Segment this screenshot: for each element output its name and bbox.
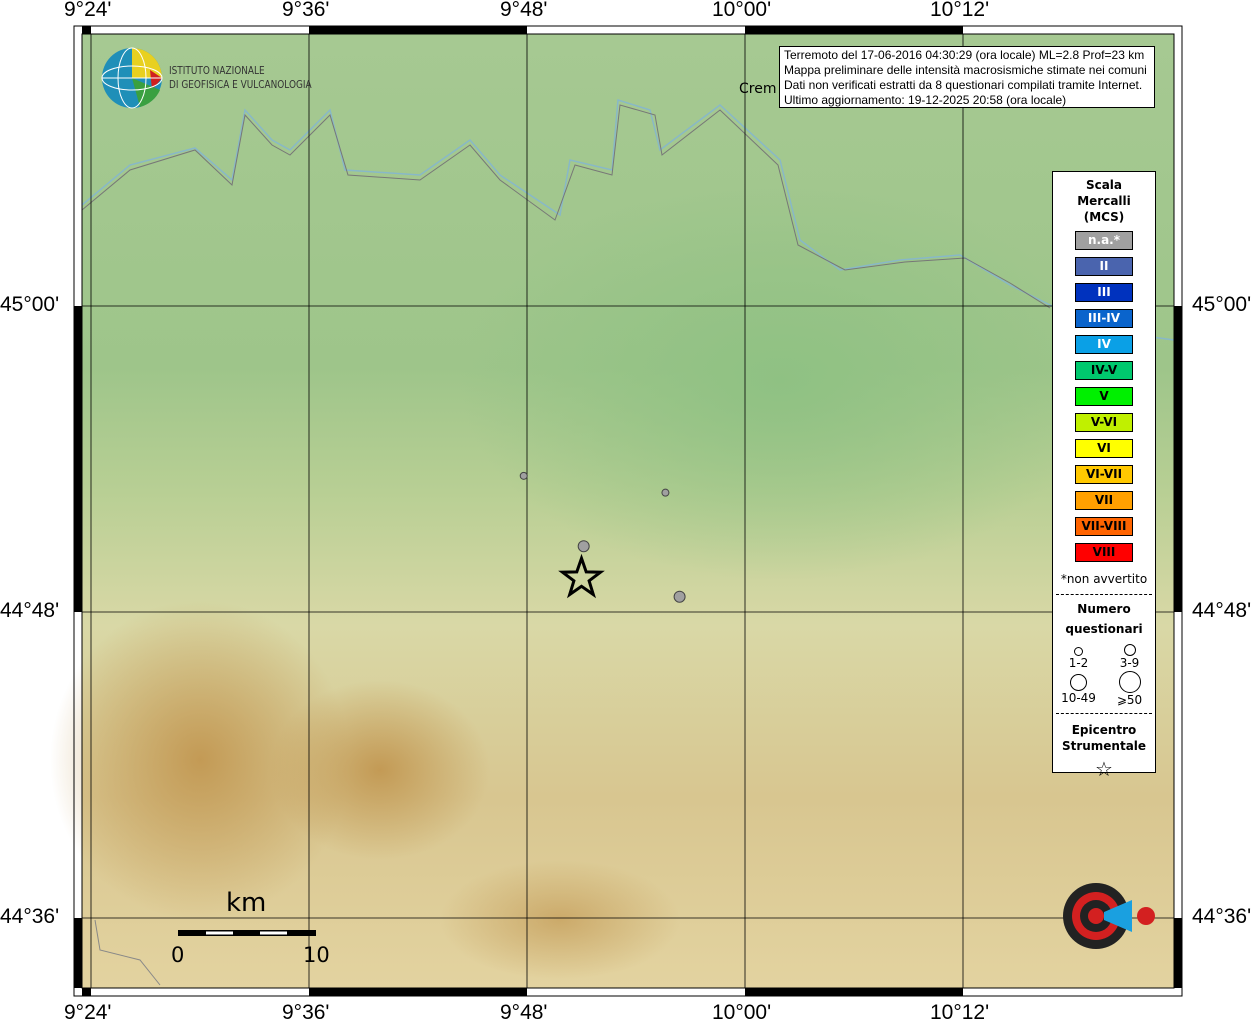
scalebar-unit: km (226, 888, 267, 918)
intensity-scale: n.a.* II III III-IV IV IV-V V V-VI VI VI-VII VII VI… (1053, 231, 1155, 562)
scale-item: VI-VII (1075, 465, 1133, 484)
relief (270, 680, 490, 860)
legend-note: *non avvertito (1060, 572, 1148, 586)
questionnaires-title: Numero questionari (1053, 599, 1155, 639)
ingv-name-line: ISTITUTO NAZIONALE (169, 65, 265, 77)
scale-item: VII (1075, 491, 1133, 510)
lon-tick-bottom: 10°00' (712, 1001, 772, 1024)
observation-point[interactable] (661, 488, 670, 497)
scalebar-end: 10 (303, 943, 330, 967)
map-description: Mappa preliminare delle intensità macros… (784, 63, 1147, 77)
scale-item: VIII (1075, 543, 1133, 562)
relief (50, 600, 350, 920)
data-note: Dati non verificati estratti da 8 questi… (784, 78, 1143, 92)
legend-title: Scala Mercalli (MCS) (1053, 177, 1155, 225)
legend-title-line: (MCS) (1083, 210, 1125, 224)
lon-tick-bottom: 10°12' (930, 1001, 990, 1024)
lat-tick-right: 44°48' (1192, 599, 1252, 622)
scale-item: V-VI (1075, 413, 1133, 432)
lat-tick-right: 44°36' (1192, 905, 1252, 928)
river-po (81, 99, 1175, 341)
size-label: 3-9 (1119, 656, 1140, 670)
lon-tick-top: 9°36' (282, 0, 330, 21)
observations-layer (519, 471, 686, 603)
haisentito-logo (1063, 883, 1155, 949)
questionnaire-sizes: 1-2 3-9 10-49 ⩾50 (1053, 643, 1155, 707)
city-label: Crem (739, 81, 777, 97)
epicenter-star[interactable] (558, 553, 605, 599)
last-update: Ultimo aggiornamento: 19-12-2025 20:58 (… (784, 93, 1067, 107)
ingv-logo-text: ISTITUTO NAZIONALE DI GEOFISICA E VULCAN… (169, 64, 312, 92)
size-label: ⩾50 (1116, 693, 1143, 707)
map-frame (73, 25, 1183, 997)
legend-title-line: Scala (1085, 178, 1123, 192)
size-circle-icon (1118, 671, 1141, 693)
size-label: 1-2 (1068, 656, 1089, 670)
plain-area (460, 180, 1100, 580)
epicenter-title: Epicentro Strumentale (1053, 722, 1155, 754)
divider (1056, 713, 1152, 714)
size-circle-icon (1070, 674, 1087, 691)
event-info-box: Terremoto del 17-06-2016 04:30:29 (ora l… (779, 46, 1155, 108)
lon-tick-bottom: 9°48' (500, 1001, 548, 1024)
size-circle-icon (1123, 644, 1136, 656)
lat-tick-right: 45°00' (1192, 293, 1252, 316)
observation-point[interactable] (577, 540, 590, 553)
legend-title-line: Epicentro (1071, 723, 1137, 737)
legend-title-line: Mercalli (1077, 194, 1131, 208)
scale-item: II (1075, 257, 1133, 276)
size-circle-icon (1074, 647, 1083, 656)
scale-item: VII-VIII (1075, 517, 1133, 536)
scale-item: n.a.* (1075, 231, 1133, 250)
lon-tick-top: 9°48' (500, 0, 548, 21)
event-line: Terremoto del 17-06-2016 04:30:29 (ora l… (784, 48, 1145, 62)
lon-tick-top: 10°12' (930, 0, 990, 21)
scale-item: IV-V (1075, 361, 1133, 380)
divider (1056, 594, 1152, 595)
scale-item: III-IV (1075, 309, 1133, 328)
observation-point[interactable] (673, 590, 686, 603)
scale-item: VI (1075, 439, 1133, 458)
lon-tick-bottom: 9°24' (64, 1001, 112, 1024)
scale-item: III (1075, 283, 1133, 302)
region-border (81, 104, 1051, 309)
legend-title-line: questionari (1065, 622, 1143, 636)
ingv-name-line: DI GEOFISICA E VULCANOLOGIA (169, 79, 312, 91)
lat-tick-left: 44°36' (0, 905, 60, 928)
scalebar-start: 0 (171, 943, 185, 967)
lon-tick-bottom: 9°36' (282, 1001, 330, 1024)
scalebar (178, 930, 316, 936)
relief (440, 860, 680, 980)
legend: Scala Mercalli (MCS) n.a.* II III III-IV IV I… (1052, 171, 1156, 781)
legend-title-line: Numero (1077, 602, 1131, 616)
lat-tick-left: 44°48' (0, 599, 60, 622)
lat-tick-left: 45°00' (0, 293, 60, 316)
ingv-logo-globe (101, 47, 163, 109)
legend-title-line: Strumentale (1061, 739, 1147, 753)
size-label: 10-49 (1061, 691, 1096, 705)
lon-tick-top: 10°00' (712, 0, 772, 21)
lon-tick-top: 9°24' (64, 0, 112, 21)
graticule (82, 34, 1174, 988)
region-border (94, 919, 161, 986)
scale-item: IV (1075, 335, 1133, 354)
observation-point[interactable] (519, 471, 528, 480)
scale-item: V (1075, 387, 1133, 406)
star-icon: ☆ (1095, 757, 1113, 781)
